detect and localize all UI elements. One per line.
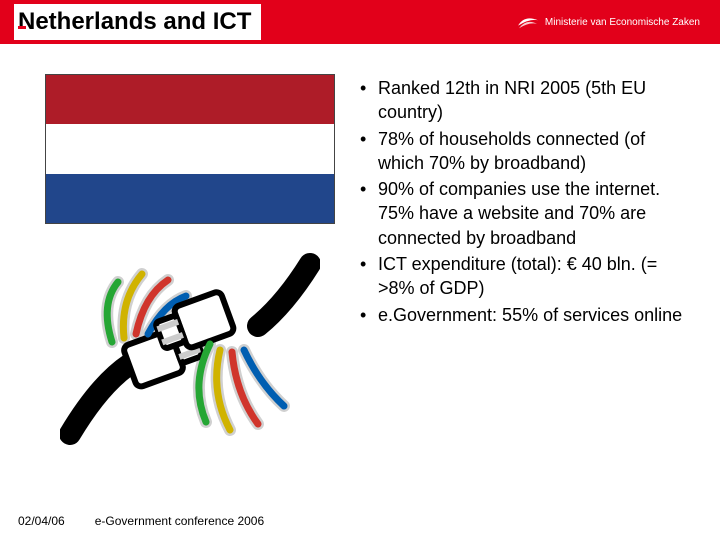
title-underline	[18, 26, 26, 29]
footer-date: 02/04/06	[18, 514, 65, 528]
footer-event: e-Government conference 2006	[95, 514, 264, 528]
page-title: Netherlands and ICT	[18, 8, 251, 36]
left-column	[40, 74, 340, 464]
flag-stripe-white	[46, 124, 334, 173]
flag-stripe-blue	[46, 174, 334, 223]
netherlands-flag	[45, 74, 335, 224]
list-item: 78% of households connected (of which 70…	[360, 127, 690, 176]
title-container: Netherlands and ICT	[14, 4, 261, 40]
flag-stripe-red	[46, 75, 334, 124]
footer: 02/04/06 e-Government conference 2006	[18, 514, 264, 528]
list-item: e.Government: 55% of services online	[360, 303, 690, 327]
right-column: Ranked 12th in NRI 2005 (5th EU country)…	[360, 74, 690, 464]
content-area: Ranked 12th in NRI 2005 (5th EU country)…	[0, 44, 720, 464]
ministry-label: Ministerie van Economische Zaken	[517, 13, 700, 31]
list-item: ICT expenditure (total): € 40 bln. (= >8…	[360, 252, 690, 301]
ministry-logo-icon	[517, 13, 539, 31]
network-cables-icon	[60, 234, 320, 464]
list-item: Ranked 12th in NRI 2005 (5th EU country)	[360, 76, 690, 125]
ministry-text: Ministerie van Economische Zaken	[545, 17, 700, 28]
bullet-list: Ranked 12th in NRI 2005 (5th EU country)…	[360, 76, 690, 327]
list-item: 90% of companies use the internet. 75% h…	[360, 177, 690, 250]
